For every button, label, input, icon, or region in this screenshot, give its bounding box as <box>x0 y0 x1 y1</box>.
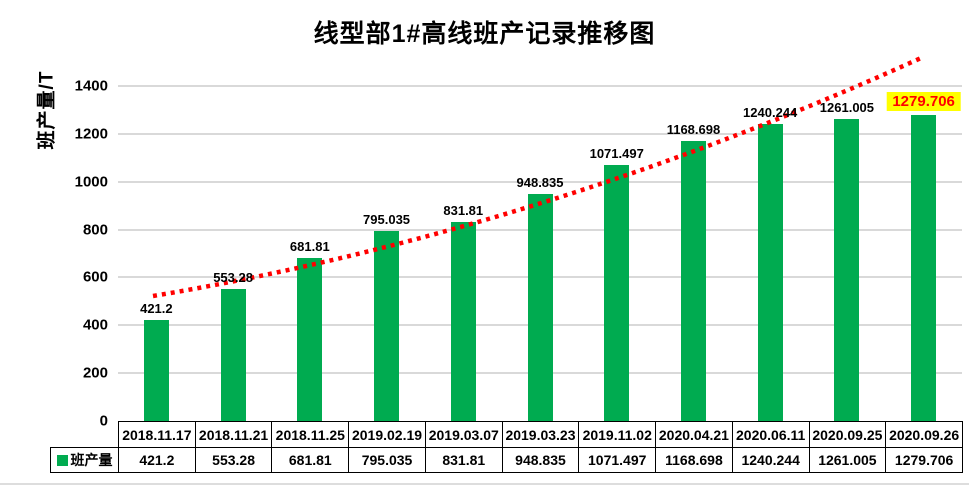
y-tick-label: 400 <box>82 316 108 334</box>
bar <box>374 230 400 422</box>
bar-value-label: 1240.244 <box>743 105 798 121</box>
date-cell: 2019.02.19 <box>348 421 426 449</box>
date-cell: 2020.09.26 <box>885 421 963 449</box>
value-cell: 1168.698 <box>655 447 733 473</box>
bar <box>143 320 169 422</box>
gridline <box>118 84 962 87</box>
bar-value-label: 681.81 <box>289 238 330 254</box>
bar <box>527 193 553 422</box>
value-cell: 1279.706 <box>885 447 963 473</box>
date-cell: 2019.03.23 <box>501 421 580 449</box>
y-tick-label: 800 <box>82 221 108 239</box>
legend-cell: 班产量 <box>50 447 119 473</box>
date-cell: 2018.11.21 <box>194 421 273 449</box>
bottom-divider <box>0 483 969 485</box>
bar-value-label: 553.28 <box>213 269 253 285</box>
value-cell: 421.2 <box>118 447 196 473</box>
date-cell: 2018.11.25 <box>271 421 350 449</box>
y-tick-label: 1000 <box>74 173 108 191</box>
value-cell: 795.035 <box>348 447 426 473</box>
date-cell: 2020.06.11 <box>731 421 810 449</box>
bar-value-label-highlighted: 1279.706 <box>886 91 961 111</box>
bar <box>834 119 860 422</box>
bar-value-label: 831.81 <box>443 202 484 218</box>
value-cell: 681.81 <box>271 447 350 473</box>
bar <box>297 257 323 422</box>
y-tick-label: 200 <box>82 364 108 382</box>
bar-value-label: 948.835 <box>516 174 564 190</box>
bar <box>450 221 476 422</box>
value-cell: 1261.005 <box>808 447 887 473</box>
value-cell: 553.28 <box>194 447 273 473</box>
chart-title: 线型部1#高线班产记录推移图 <box>313 20 656 48</box>
value-cell: 948.835 <box>501 447 580 473</box>
value-cell: 831.81 <box>424 447 503 473</box>
date-cell: 2018.11.17 <box>118 421 196 449</box>
bar-value-label: 1071.497 <box>589 145 644 161</box>
bar <box>220 288 246 422</box>
date-cell: 2019.11.02 <box>578 421 657 449</box>
date-cell: 2020.04.21 <box>655 421 733 449</box>
bar-value-label: 421.2 <box>140 301 173 317</box>
bar-value-label: 1168.698 <box>666 122 721 138</box>
y-tick-label: 1400 <box>74 77 108 95</box>
y-tick-label: 0 <box>99 412 108 430</box>
y-tick-label: 1200 <box>74 125 108 143</box>
bar <box>604 164 630 422</box>
bar-value-label: 1261.005 <box>819 100 875 116</box>
date-cell: 2020.09.25 <box>808 421 887 449</box>
bar <box>757 124 783 422</box>
bar-value-label: 795.035 <box>363 211 411 227</box>
legend-label: 班产量 <box>70 452 113 468</box>
date-cell: 2019.03.07 <box>424 421 503 449</box>
y-tick-label: 600 <box>82 268 108 286</box>
value-cell: 1071.497 <box>578 447 657 473</box>
bar <box>911 114 937 422</box>
legend-key-icon <box>56 454 68 466</box>
value-cell: 1240.244 <box>731 447 810 473</box>
bar <box>680 141 706 422</box>
